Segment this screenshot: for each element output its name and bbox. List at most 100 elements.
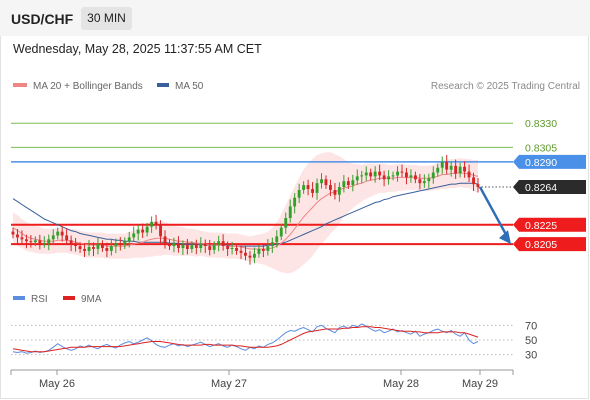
candle [226,241,230,256]
candle-body [136,229,140,234]
candle [109,239,113,256]
candle-body [145,226,149,233]
candle [65,228,69,245]
candle [244,245,247,261]
candle-body [431,172,435,179]
candle [239,245,243,260]
candle-body [373,171,377,177]
candle-body [248,255,252,258]
candle-body [337,187,341,195]
candle [257,245,261,258]
candle-body [29,241,33,243]
candle-body [360,175,364,177]
candle [190,241,194,253]
candle-body [177,243,180,248]
candle-body [467,171,471,178]
candle-body [109,246,113,251]
candle [181,240,185,255]
rsi-line [12,323,479,354]
candle-body [168,243,171,247]
candle-body [11,231,15,235]
candle-body [391,175,395,177]
candle [217,235,221,252]
rsi-tick-label: 70 [525,320,537,332]
candle-body [463,166,466,172]
candle [154,214,158,230]
candle-body [42,243,46,245]
resistance-label: 0.8305 [525,142,557,154]
legend-rsi-label: RSI [31,294,48,305]
candle [114,238,118,254]
support-flag [513,237,586,252]
candle [320,173,323,189]
datetime-label: Wednesday, May 28, 2025 11:37:55 AM CET [13,42,262,56]
x-tick-label: May 26 [39,378,75,390]
candle-body [190,245,194,249]
candle [467,164,471,183]
candle-body [440,161,444,168]
candle [306,179,310,196]
candle [391,171,395,181]
candle-body [92,247,95,249]
forecast-arrowhead [499,230,511,245]
candle-body [141,229,145,233]
legend-rsi: RSI [13,294,48,305]
ma9-swatch [63,296,75,301]
candle [387,170,390,185]
candle-body [261,249,265,251]
candle [355,169,359,185]
candle-body [422,181,426,184]
current-price-label: 0.8264 [525,182,557,194]
candle-body [346,181,350,186]
candle-body [87,247,91,251]
current-price-flag [513,180,586,195]
candle [418,173,422,190]
rsi-swatch [13,296,25,301]
timeframe-button[interactable]: 30 MIN [81,7,132,30]
candle-body [266,246,270,251]
candle [159,220,162,244]
candle-body [454,165,458,174]
candle [378,164,382,181]
candle-body [105,248,109,251]
candle [33,236,37,247]
candle-body [355,176,359,181]
candle [163,230,167,249]
candle [440,156,444,174]
candle [414,171,417,184]
x-tick-label: May 27 [211,378,247,390]
candle-body [239,250,243,253]
candle-body [297,190,301,198]
candle [279,223,283,241]
candle [136,224,140,241]
candle [288,199,292,223]
candle-body [118,243,122,246]
candle [373,166,377,183]
candle [427,173,431,189]
pivot-flag [513,154,586,169]
candle [185,238,189,255]
candle-body [181,245,185,248]
candle [145,222,149,237]
candle-body [311,189,314,193]
candle [436,163,440,177]
candle-body [226,246,230,249]
candle [346,177,350,189]
candle-body [208,246,212,250]
candle [253,247,256,264]
candle-body [324,179,328,186]
candle [311,182,314,198]
candle [123,237,127,249]
candle-body [56,231,60,236]
support-flag [513,217,586,232]
candle-body [185,245,189,249]
candle [194,239,198,255]
legend-ma50-label: MA 50 [175,81,204,92]
legend-9ma: 9MA [63,294,102,305]
rsi-tick-label: 30 [525,350,537,362]
candle-body [405,172,408,178]
candle [266,239,270,256]
candle-body [476,184,480,187]
candle-body [25,239,28,242]
candle [324,175,328,189]
